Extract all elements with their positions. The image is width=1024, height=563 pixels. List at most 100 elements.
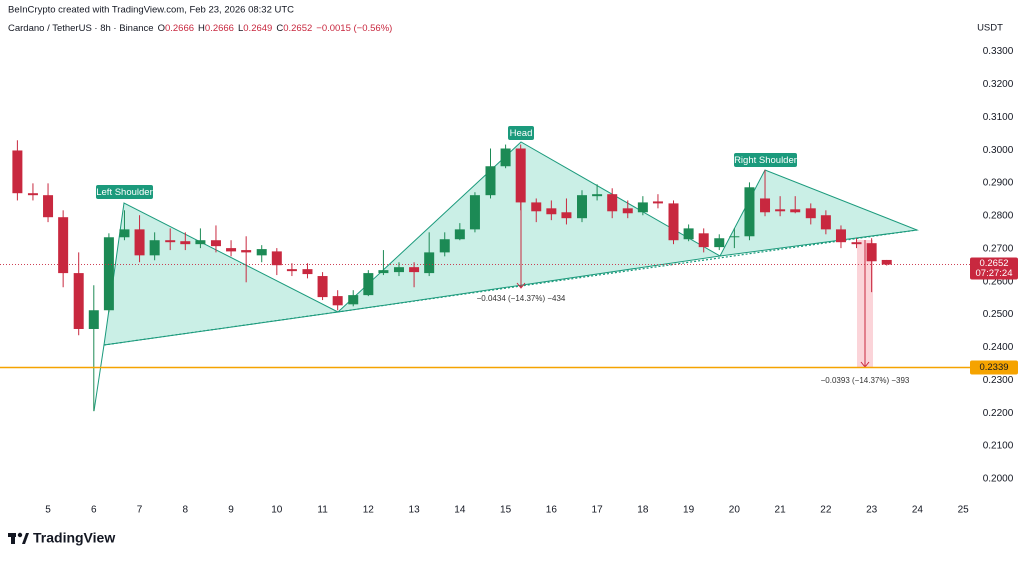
candle-body xyxy=(881,259,892,265)
candle-body xyxy=(88,310,99,329)
candle-body xyxy=(119,229,130,238)
ohlc-key: O xyxy=(158,23,165,34)
annotation: Left Shoulder xyxy=(96,187,153,198)
target-tag xyxy=(970,360,1018,375)
candle-body xyxy=(149,240,160,256)
annotation: Head xyxy=(510,128,533,139)
candle-body xyxy=(27,193,38,196)
x-tick-label: 21 xyxy=(775,505,787,516)
countdown: 07:27:24 xyxy=(976,268,1013,279)
label-box xyxy=(96,185,153,199)
candle-body xyxy=(424,252,435,274)
candle-body xyxy=(652,201,663,204)
x-tick-label: 14 xyxy=(454,505,466,516)
candle-body xyxy=(790,209,801,213)
candle-body xyxy=(744,187,755,237)
candle-body xyxy=(12,150,23,194)
ohlc-value: 0.2666 xyxy=(165,23,194,34)
candle-body xyxy=(561,212,572,219)
ohlc-key: L xyxy=(238,23,243,34)
x-tick-label: 20 xyxy=(729,505,741,516)
candle-body xyxy=(348,295,359,305)
y-tick-label: 0.3300 xyxy=(983,46,1014,57)
candle-body xyxy=(531,202,542,212)
candle-body xyxy=(683,228,694,240)
x-tick-label: 5 xyxy=(45,505,51,516)
x-tick-label: 15 xyxy=(500,505,512,516)
brand: TradingView xyxy=(33,530,115,546)
x-tick-label: 24 xyxy=(912,505,924,516)
x-tick-label: 25 xyxy=(958,505,970,516)
ohlc-change: −0.0015 (−0.56%) xyxy=(316,23,392,34)
x-tick-label: 9 xyxy=(228,505,234,516)
ohlc-key: C xyxy=(276,23,283,34)
y-tick-label: 0.3200 xyxy=(983,79,1014,90)
candle-body xyxy=(622,208,633,214)
candle-body xyxy=(210,240,221,247)
currency: USDT xyxy=(977,23,1003,34)
candle-body xyxy=(103,237,114,311)
measure-arrow xyxy=(516,282,526,289)
candle-body xyxy=(805,208,816,219)
y-tick-label: 0.2500 xyxy=(983,309,1014,320)
candle-body xyxy=(500,148,511,167)
candle-body xyxy=(820,215,831,230)
candle-body xyxy=(241,250,252,253)
pattern-edge xyxy=(93,344,105,412)
ohlc-value: 0.2666 xyxy=(205,23,234,34)
right-shoulder-area xyxy=(719,169,919,257)
price-tag xyxy=(970,257,1018,280)
candle-body xyxy=(607,194,618,212)
plot xyxy=(0,140,970,412)
neckline xyxy=(103,229,918,346)
x-tick-label: 16 xyxy=(546,505,558,516)
x-tick-label: 12 xyxy=(363,505,375,516)
candle-body xyxy=(775,209,786,212)
label-box xyxy=(734,153,797,167)
candle-body xyxy=(317,276,328,298)
candle-body xyxy=(592,194,603,197)
x-tick-label: 8 xyxy=(183,505,189,516)
candle-body xyxy=(58,217,69,274)
candle-body xyxy=(73,273,84,329)
last-price: 0.2652 xyxy=(979,258,1008,269)
left-shoulder-area xyxy=(103,202,340,346)
candle-body xyxy=(180,241,191,245)
candle-body xyxy=(577,195,587,219)
candle-body xyxy=(546,208,557,215)
credit: BeInCrypto created with TradingView.com,… xyxy=(8,5,294,16)
measure-label: −0.0434 (−14.37%) −434 xyxy=(477,294,566,303)
candle-body xyxy=(729,236,740,238)
candle-body xyxy=(760,198,771,213)
candle-body xyxy=(454,229,465,240)
candle-body xyxy=(409,267,420,273)
candle-body xyxy=(851,242,862,245)
candle-body xyxy=(866,243,877,262)
y-tick-label: 0.3100 xyxy=(983,112,1014,123)
y-tick-label: 0.2700 xyxy=(983,243,1014,254)
x-tick-label: 10 xyxy=(271,505,283,516)
x-tick-label: 6 xyxy=(91,505,97,516)
x-tick-label: 19 xyxy=(683,505,695,516)
y-tick-label: 0.2200 xyxy=(983,408,1014,419)
y-tick-label: 0.3000 xyxy=(983,145,1014,156)
x-tick-label: 11 xyxy=(317,505,328,516)
candle-body xyxy=(363,273,374,296)
candle-body xyxy=(226,248,237,252)
symbol: Cardano / TetherUS · 8h · Binance xyxy=(8,23,154,34)
y-tick-label: 0.2000 xyxy=(983,474,1014,485)
candle-body xyxy=(637,202,648,213)
candle-body xyxy=(835,229,846,243)
x-tick-label: 23 xyxy=(866,505,878,516)
candle-body xyxy=(378,270,389,274)
candle-body xyxy=(668,203,679,241)
label-box xyxy=(508,126,534,140)
candle-body xyxy=(439,239,450,253)
candle-body xyxy=(332,296,343,306)
ohlc-header: Cardano / TetherUS · 8h · Binance O0.2666… xyxy=(8,23,392,34)
candle-body xyxy=(195,240,206,245)
ohlc-value: 0.2652 xyxy=(283,23,312,34)
